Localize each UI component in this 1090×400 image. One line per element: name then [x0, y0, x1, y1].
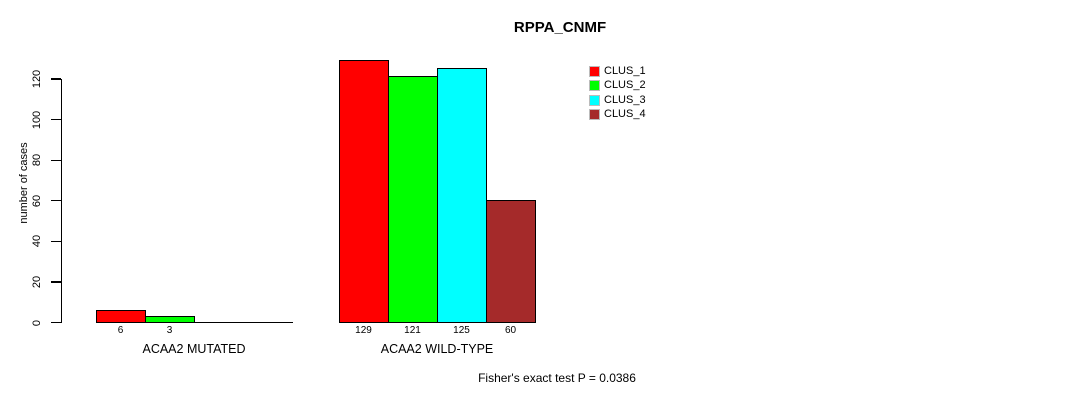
- y-axis-line: [61, 79, 63, 323]
- legend-swatch-clus-3: [589, 94, 600, 106]
- legend-label-clus-3: CLUS_3: [604, 93, 646, 106]
- y-axis-tick-label: 20: [31, 275, 43, 289]
- y-axis-tick-label: 60: [31, 194, 43, 207]
- bar-value-label-clus-2-acaa2-mutated: 3: [166, 325, 173, 336]
- legend-label-clus-2: CLUS_2: [604, 79, 646, 92]
- y-axis-tick: [51, 159, 61, 161]
- legend-swatch-clus-4: [589, 108, 600, 120]
- y-axis-tick: [51, 78, 61, 80]
- chart-title: RPPA_CNMF: [513, 19, 607, 36]
- x-group-label-acaa2-wild-type: ACAA2 WILD-TYPE: [380, 342, 494, 356]
- bar-clus-2-acaa2-mutated: [145, 316, 195, 323]
- bar-value-label-clus-1-acaa2-mutated: 6: [117, 325, 124, 336]
- bar-clus-1-acaa2-wild-type: [339, 60, 389, 323]
- legend-label-clus-4: CLUS_4: [604, 107, 646, 120]
- bar-clus-1-acaa2-mutated: [96, 310, 146, 323]
- bar-clus-3-acaa2-wild-type: [437, 68, 487, 323]
- bar-value-label-clus-1-acaa2-wild-type: 129: [355, 325, 372, 336]
- y-axis-tick-label: 0: [31, 319, 43, 326]
- y-axis-tick-label: 120: [31, 69, 43, 89]
- y-axis-tick: [51, 200, 61, 202]
- x-group-label-acaa2-mutated: ACAA2 MUTATED: [142, 342, 246, 356]
- legend-label-clus-1: CLUS_1: [604, 65, 646, 77]
- y-axis-label: number of cases: [18, 142, 30, 224]
- legend-swatch-clus-2: [589, 80, 600, 92]
- bar-clus-2-acaa2-wild-type: [388, 76, 438, 323]
- bar-clus-4-acaa2-wild-type: [486, 200, 536, 323]
- y-axis-tick: [51, 322, 61, 324]
- y-axis-tick-label: 100: [31, 110, 43, 129]
- y-axis-tick: [51, 119, 61, 121]
- bar-value-label-clus-2-acaa2-wild-type: 121: [404, 325, 421, 336]
- legend-swatch-clus-1: [589, 66, 600, 77]
- y-axis-tick-label: 80: [31, 153, 43, 167]
- fisher-exact-test-annotation: Fisher's exact test P = 0.0386: [478, 371, 636, 385]
- y-axis-tick: [51, 240, 61, 243]
- bar-value-label-clus-4-acaa2-wild-type: 60: [504, 325, 517, 336]
- y-axis-tick-label: 40: [31, 235, 43, 248]
- bar-value-label-clus-3-acaa2-wild-type: 125: [453, 325, 470, 336]
- y-axis-tick: [51, 281, 61, 283]
